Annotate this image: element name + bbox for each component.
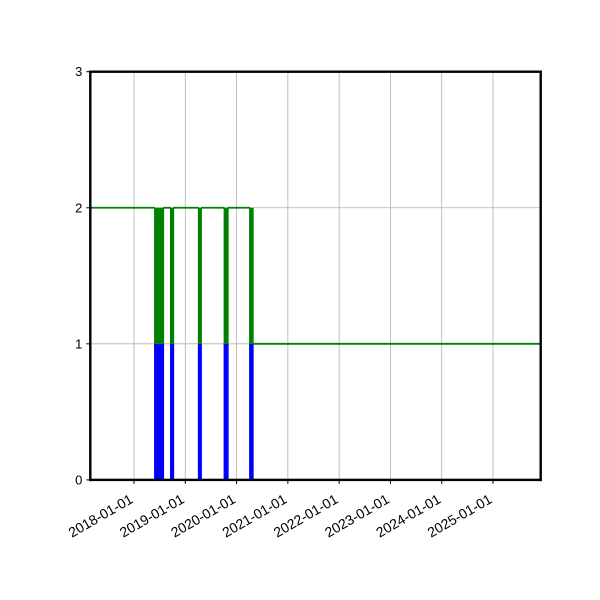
svg-text:1: 1 <box>75 336 82 351</box>
svg-text:3: 3 <box>75 64 82 79</box>
svg-text:2: 2 <box>75 200 82 215</box>
svg-text:0: 0 <box>75 472 82 487</box>
